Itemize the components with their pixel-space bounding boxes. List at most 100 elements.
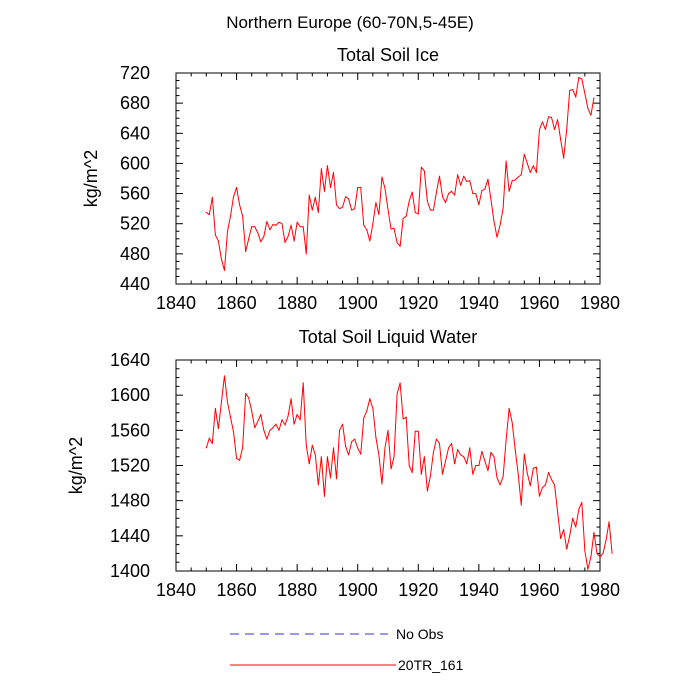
soil-liquid-xtick-label: 1980 xyxy=(580,580,620,600)
soil-liquid-data-point xyxy=(342,423,344,425)
soil-ice-data-point xyxy=(535,171,537,173)
soil-liquid-data-point xyxy=(554,484,556,486)
soil-liquid-data-point xyxy=(505,439,507,441)
soil-liquid-data-point xyxy=(457,449,459,451)
soil-ice-data-point xyxy=(429,209,431,211)
soil-liquid-data-point xyxy=(496,477,498,479)
soil-liquid-data-point xyxy=(266,438,268,440)
soil-ice-data-point xyxy=(420,166,422,168)
soil-ice-data-point xyxy=(226,230,228,232)
soil-liquid-data-point xyxy=(299,419,301,421)
soil-liquid-data-point xyxy=(442,473,444,475)
soil-ice-ytick-label: 440 xyxy=(120,274,150,294)
soil-ice-data-point xyxy=(281,223,283,225)
soil-ice-data-point xyxy=(329,187,331,189)
soil-ice-data-point xyxy=(354,208,356,210)
soil-ice-data-point xyxy=(575,96,577,98)
soil-liquid-ytick-label: 1640 xyxy=(110,350,150,370)
soil-ice-xtick-label: 1900 xyxy=(338,293,378,313)
soil-ice-data-point xyxy=(475,193,477,195)
soil-ice-data-point xyxy=(490,199,492,201)
soil-ice-data-point xyxy=(544,129,546,131)
soil-liquid-data-point xyxy=(390,468,392,470)
soil-liquid-xtick-label: 1960 xyxy=(519,580,559,600)
soil-liquid-data-point xyxy=(245,392,247,394)
soil-ice-data-point xyxy=(469,180,471,182)
soil-ice-data-point xyxy=(378,214,380,216)
soil-ice-data-point xyxy=(572,89,574,91)
soil-ice-data-point xyxy=(414,211,416,213)
soil-ice-data-point xyxy=(402,217,404,219)
soil-liquid-data-point xyxy=(551,479,553,481)
soil-liquid-data-point xyxy=(475,465,477,466)
soil-liquid-data-point xyxy=(490,451,492,453)
soil-ice-xtick-label: 1860 xyxy=(217,293,257,313)
soil-ice-data-point xyxy=(332,171,334,173)
soil-ice-data-point xyxy=(435,191,437,193)
soil-ice-data-point xyxy=(363,224,365,226)
soil-ice-data-point xyxy=(372,223,374,225)
soil-ice-data-point xyxy=(220,258,222,260)
soil-ice-data-point xyxy=(317,211,319,213)
soil-liquid-data-point xyxy=(593,531,595,533)
soil-ice-data-point xyxy=(517,176,519,178)
soil-ice-data-point xyxy=(532,165,534,167)
soil-ice-data-point xyxy=(560,138,562,140)
soil-liquid-data-point xyxy=(405,416,407,418)
soil-ice-data-point xyxy=(484,188,486,190)
soil-liquid-data-point xyxy=(417,430,419,432)
soil-ice-data-point xyxy=(408,200,410,202)
soil-ice-data-point xyxy=(499,224,501,226)
soil-liquid-data-point xyxy=(233,431,235,433)
soil-liquid-data-point xyxy=(308,463,310,465)
soil-ice-data-point xyxy=(236,187,238,189)
soil-ice-data-point xyxy=(375,202,377,204)
soil-ice-data-point xyxy=(263,236,265,238)
soil-liquid-ytick-label: 1440 xyxy=(110,526,150,546)
soil-ice-data-point xyxy=(454,194,456,196)
soil-liquid-data-point xyxy=(269,429,271,431)
soil-ice-data-point xyxy=(223,269,225,271)
soil-liquid-data-point xyxy=(548,472,550,474)
soil-ice-data-point xyxy=(396,242,398,244)
soil-ice-data-point xyxy=(423,170,425,172)
soil-ice-xtick-label: 1940 xyxy=(459,293,499,313)
soil-ice-data-point xyxy=(299,226,301,228)
soil-ice-data-point xyxy=(548,116,550,118)
soil-ice-data-point xyxy=(339,208,341,210)
soil-ice-data-point xyxy=(366,229,368,231)
soil-ice-data-point xyxy=(399,245,401,247)
soil-ice-data-point xyxy=(314,196,316,198)
soil-liquid-data-point xyxy=(217,428,219,430)
soil-liquid-data-point xyxy=(239,459,241,461)
soil-ice-data-point xyxy=(311,209,313,211)
soil-liquid-data-point xyxy=(563,529,565,531)
soil-ice-xtick-label: 1980 xyxy=(580,293,620,313)
soil-ice-data-point xyxy=(563,157,565,159)
soil-ice-data-point xyxy=(496,236,498,238)
soil-liquid-data-point xyxy=(205,447,207,449)
soil-liquid-ylabel: kg/m^2 xyxy=(66,437,86,494)
soil-ice-data-point xyxy=(551,116,553,118)
soil-liquid-data-point xyxy=(432,451,434,453)
soil-ice-data-point xyxy=(508,190,510,192)
soil-liquid-data-point xyxy=(578,508,580,510)
soil-liquid-series-line xyxy=(205,375,613,570)
soil-liquid-data-point xyxy=(393,456,395,458)
soil-ice-data-point xyxy=(290,224,292,226)
soil-liquid-data-point xyxy=(426,490,428,492)
soil-liquid-data-point xyxy=(226,401,228,403)
soil-liquid-data-point xyxy=(320,456,322,458)
soil-liquid-data-point xyxy=(363,417,365,419)
soil-liquid-data-point xyxy=(499,484,501,486)
soil-ice-data-point xyxy=(463,175,465,177)
soil-liquid-data-point xyxy=(608,521,610,523)
soil-liquid-data-point xyxy=(384,447,386,449)
soil-ice-ytick-label: 560 xyxy=(120,184,150,204)
soil-liquid-data-point xyxy=(484,460,486,462)
soil-ice-data-point xyxy=(590,114,592,116)
soil-ice-data-point xyxy=(472,193,474,195)
soil-ice-data-point xyxy=(451,190,453,192)
soil-liquid-data-point xyxy=(581,501,583,503)
